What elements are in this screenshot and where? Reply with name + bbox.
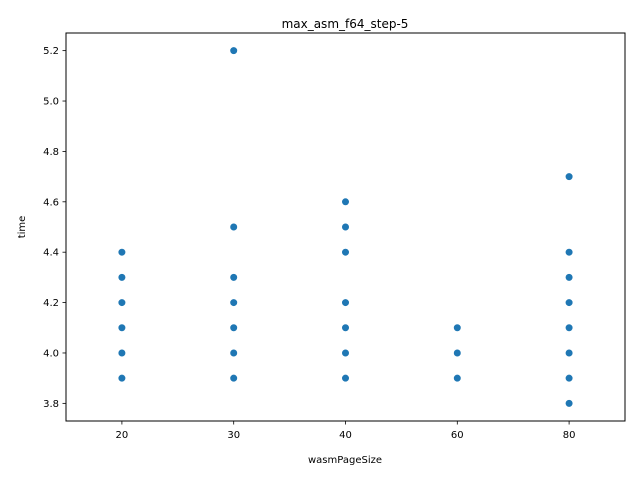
y-tick-label: 4.2: [43, 298, 59, 309]
data-point: [118, 248, 126, 256]
y-tick-label: 5.0: [43, 97, 59, 108]
data-point: [341, 374, 349, 382]
data-point: [341, 248, 349, 256]
y-tick-label: 5.2: [43, 46, 59, 57]
data-point: [565, 374, 573, 382]
data-point: [565, 324, 573, 332]
data-point: [230, 299, 238, 307]
axes-frame: [65, 32, 626, 422]
data-point: [453, 324, 461, 332]
x-tick-label: 30: [227, 430, 240, 441]
data-point: [230, 374, 238, 382]
data-point: [341, 198, 349, 206]
data-point: [230, 349, 238, 357]
data-point: [230, 324, 238, 332]
data-point: [453, 349, 461, 357]
data-point: [230, 47, 238, 55]
y-axis-label: time: [17, 216, 28, 239]
x-tick-label: 20: [116, 430, 129, 441]
data-point: [565, 349, 573, 357]
data-point: [565, 399, 573, 407]
data-point: [453, 374, 461, 382]
data-point: [565, 273, 573, 281]
chart-title: max_asm_f64_step-5: [282, 17, 409, 31]
data-point: [565, 173, 573, 181]
data-point: [230, 223, 238, 231]
data-point: [118, 349, 126, 357]
y-tick-label: 4.4: [43, 248, 59, 259]
data-point: [118, 273, 126, 281]
data-point: [118, 299, 126, 307]
data-point: [118, 324, 126, 332]
data-point: [341, 324, 349, 332]
data-point: [230, 273, 238, 281]
y-tick-label: 4.0: [43, 348, 59, 359]
data-point: [565, 299, 573, 307]
plot-area: 20 30 40 60 80 3.8 4.0 4.2 4.4 4.6 4.8 5.0 5.2: [43, 46, 575, 441]
x-tick-label: 60: [451, 430, 464, 441]
y-tick-label: 4.6: [43, 197, 59, 208]
x-axis-label: wasmPageSize: [308, 455, 382, 466]
data-point: [341, 299, 349, 307]
data-point: [118, 374, 126, 382]
y-tick-label: 4.8: [43, 147, 59, 158]
data-point: [341, 349, 349, 357]
data-point: [565, 248, 573, 256]
x-tick-label: 40: [339, 430, 352, 441]
y-tick-label: 3.8: [43, 399, 59, 410]
data-point: [341, 223, 349, 231]
x-tick-label: 80: [563, 430, 576, 441]
